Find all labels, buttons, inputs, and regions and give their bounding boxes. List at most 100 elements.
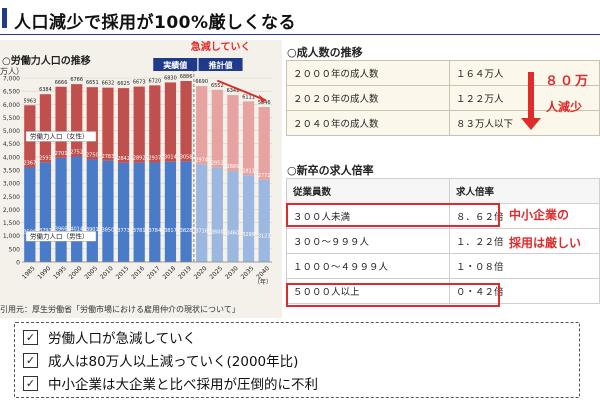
female-data-label: 2952 (211, 160, 224, 166)
bar-male (227, 171, 239, 262)
female-data-label: 2701 (55, 151, 68, 157)
adults-table: ２０００年の成人数 １６４万人 ２０２０年の成人数 １２２万人 ２０４０年の成人… (286, 60, 600, 136)
bar-female (227, 95, 239, 172)
total-data-label: 6625 (117, 81, 130, 87)
x-tick-label: 2030 (224, 265, 240, 281)
female-data-label: 2772 (258, 173, 271, 179)
male-data-label: 3966 (55, 227, 68, 233)
bar-male (102, 160, 114, 262)
chart-unit-label: 万人） (0, 67, 24, 76)
jobs-header-size: 従業員数 (286, 178, 450, 204)
page-title: 人口減少で採用が100%厳しくなる (14, 13, 297, 33)
jobs-ratio-cell: ８．６２倍 (449, 203, 600, 229)
male-data-label: 3781 (133, 228, 146, 234)
bar-male (86, 159, 98, 262)
bar-male (180, 161, 192, 262)
checkbox-icon: ✓ (23, 375, 38, 391)
table-row: ２０００年の成人数 １６４万人 (286, 60, 600, 86)
x-tick-label: 1985 (21, 265, 37, 281)
x-tick-label: 2019 (177, 265, 193, 281)
male-data-label: 3299 (242, 232, 255, 238)
jobs-size-cell: ３００～９９９人 (286, 228, 450, 254)
female-data-label: 2783 (102, 154, 115, 160)
decline-arrow-line (216, 79, 267, 102)
jobs-table: 従業員数 求人倍率 ３００人未満 ８．６２倍 ３００～９９９人 １．２２倍 １０… (286, 178, 600, 304)
bar-male (55, 157, 67, 262)
female-data-label: 2974 (195, 157, 208, 163)
bar-male (117, 162, 130, 262)
female-data-label: 2752 (70, 149, 83, 155)
x-tick-label: 2005 (83, 265, 99, 281)
male-data-label: 3123 (258, 233, 271, 239)
bar-female (258, 107, 270, 180)
bar-female (39, 94, 52, 163)
total-data-label: 6632 (102, 81, 115, 87)
bar-female (102, 87, 114, 161)
adults-value-cell: １２２万人 (449, 85, 600, 111)
summary-text: 労働人口が急減していく (48, 331, 197, 347)
female-data-label: 3058 (180, 154, 193, 160)
jobs-header-ratio: 求人倍率 (449, 178, 600, 204)
bar-female (71, 84, 83, 157)
jobs-size-cell: １０００～４９９９人 (286, 253, 450, 279)
x-tick-label: 2025 (208, 265, 224, 281)
total-data-label: 6766 (70, 77, 83, 83)
x-tick-label: 1995 (52, 265, 68, 281)
bar-female (242, 101, 255, 176)
bar-female (180, 80, 192, 162)
jobs-title: ○新卒の求人倍率 (287, 164, 374, 177)
total-data-label: 6384 (39, 87, 52, 93)
adults-note-line1: ８０万 (545, 74, 591, 89)
y-tick-label: 500 (9, 246, 21, 253)
x-tick-label: 2018 (161, 265, 177, 281)
table-row: ５０００人以上 ０・４２倍 (286, 278, 600, 304)
bar-male (164, 161, 177, 262)
bar-male (149, 162, 161, 262)
y-tick-label: 4,000 (3, 154, 20, 161)
table-row: ２０４０年の成人数 ８３万人以下 (286, 110, 600, 136)
bar-female (196, 86, 208, 165)
x-tick-label: 1990 (36, 265, 52, 281)
female-data-label: 2750 (86, 152, 99, 158)
bar-female (133, 86, 145, 163)
jobs-note-line2: 採用は厳しい (509, 236, 582, 250)
total-data-label: 6111 (242, 94, 255, 100)
chart-callout: 急減していく (191, 40, 251, 53)
y-tick-label: 3,000 (3, 181, 20, 188)
actual-badge (153, 58, 198, 71)
total-data-label: 6673 (133, 80, 146, 86)
bar-female (55, 86, 67, 158)
bar-female (149, 85, 161, 163)
adults-year-cell: ２０４０年の成人数 (286, 110, 450, 136)
total-data-label: 6349 (227, 88, 240, 94)
bar-female (164, 82, 177, 162)
title-bar: 人口減少で採用が100%厳しくなる (0, 4, 600, 35)
bar-male (211, 167, 223, 262)
adults-year-cell: ２０００年の成人数 (286, 60, 450, 86)
highlight-large-company (286, 283, 500, 307)
female-legend-box (25, 131, 97, 142)
y-tick-label: 6,500 (3, 89, 20, 96)
summary-text: 成人は80万人以上減っていく(2000年比) (48, 354, 299, 370)
estimate-badge-label: 推計値 (209, 60, 233, 70)
checkbox-icon: ✓ (23, 329, 38, 345)
table-row: ２０２０年の成人数 １２２万人 (286, 85, 600, 111)
bar-male (71, 156, 83, 262)
y-tick-label: 1,000 (3, 233, 20, 240)
title-accent-bar (2, 8, 7, 28)
y-tick-label: 2,000 (3, 207, 20, 214)
adults-value-cell: １６４万人 (449, 60, 600, 86)
female-data-label: 2892 (133, 156, 146, 162)
bar-male (258, 179, 270, 262)
male-data-label: 4014 (70, 226, 83, 232)
x-tick-label: 2016 (130, 265, 146, 281)
male-data-label: 3784 (148, 228, 161, 234)
male-data-label: 3600 (211, 230, 224, 236)
total-data-label: 6830 (164, 75, 177, 81)
checkbox-icon: ✓ (23, 352, 38, 368)
y-tick-label: 4,500 (3, 141, 20, 148)
jobs-ratio-cell: １．２２倍 (449, 228, 600, 254)
male-data-label: 3716 (195, 229, 208, 235)
total-data-label: 6886 (180, 74, 193, 80)
total-data-label: 6720 (148, 78, 161, 84)
